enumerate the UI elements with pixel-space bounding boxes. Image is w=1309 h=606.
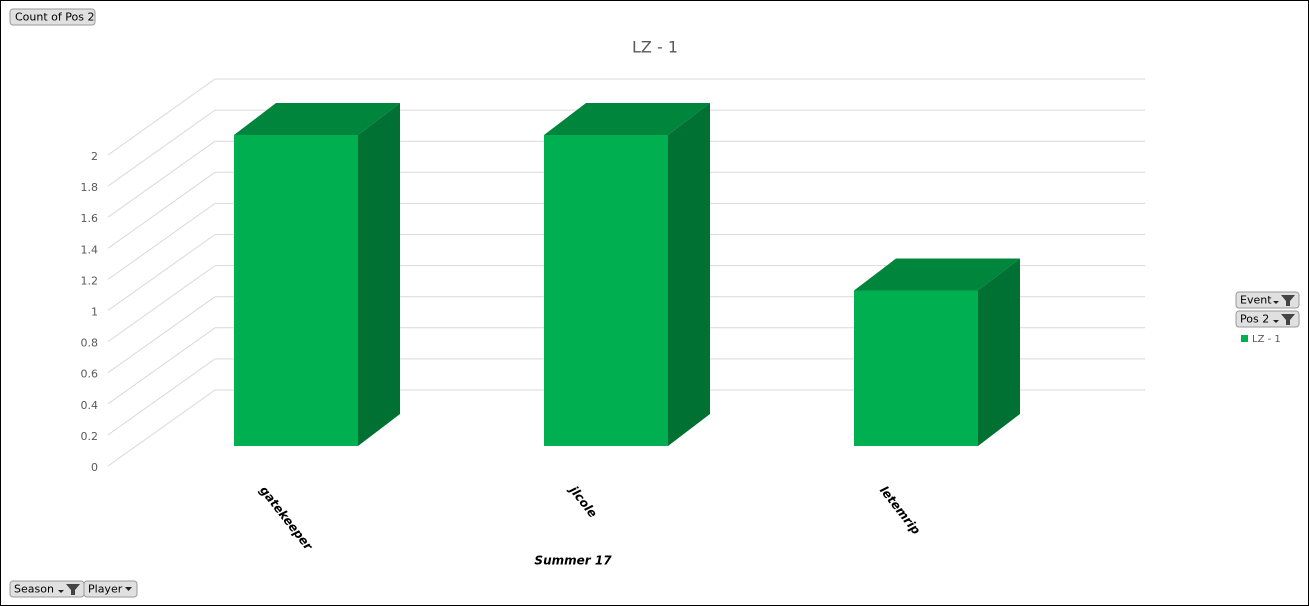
field-button[interactable]: Player	[83, 580, 138, 598]
legend-swatch	[1241, 335, 1248, 342]
legend-label: LZ - 1	[1252, 334, 1281, 345]
bar-side	[358, 103, 400, 446]
field-button-box[interactable]	[83, 580, 138, 598]
bar-top	[854, 258, 1020, 291]
field-button-label[interactable]: Pos 2	[1240, 313, 1269, 326]
y-tick-label: 2	[91, 150, 98, 163]
y-tick-label: 1.2	[81, 274, 99, 287]
side-grid-line	[107, 78, 216, 156]
bar	[234, 103, 400, 446]
field-button-label[interactable]: Player	[88, 583, 123, 596]
bar-side	[668, 103, 710, 446]
field-button[interactable]: Season	[9, 580, 85, 598]
side-grid-line	[107, 109, 216, 187]
bar-top	[544, 103, 710, 135]
y-tick-label: 0.4	[81, 399, 99, 412]
dropdown-icon[interactable]	[125, 587, 132, 591]
dropdown-icon[interactable]	[1273, 301, 1279, 304]
side-grid-line	[107, 265, 216, 343]
side-grid-line	[107, 327, 216, 405]
x-group-label: Summer 17	[534, 554, 612, 568]
side-grid-line	[107, 358, 216, 436]
dropdown-icon[interactable]	[58, 590, 64, 593]
bar-front	[854, 290, 978, 446]
side-grid-line	[107, 389, 216, 467]
bar	[544, 103, 710, 446]
y-tick-label: 0	[91, 461, 98, 474]
bar-side	[978, 258, 1020, 446]
y-tick-label: 0.6	[81, 368, 99, 381]
y-tick-label: 0.8	[81, 337, 99, 350]
field-button[interactable]: Event	[1235, 291, 1300, 309]
field-button[interactable]: Pos 2	[1235, 310, 1300, 328]
filter-icon[interactable]	[1281, 295, 1295, 306]
side-grid-line	[107, 171, 216, 249]
side-grid-line	[107, 202, 216, 280]
y-tick-label: 1.4	[81, 243, 99, 256]
value-field-button[interactable]: Count of Pos 2	[9, 8, 96, 26]
y-tick-label: 1.6	[81, 212, 99, 225]
y-tick-label: 0.2	[81, 430, 99, 443]
field-button-label[interactable]: Count of Pos 2	[15, 11, 94, 24]
side-grid-line	[107, 140, 216, 218]
chart-title: LZ - 1	[632, 38, 678, 57]
field-button-label[interactable]: Season	[14, 583, 54, 596]
field-button-box[interactable]	[9, 8, 96, 26]
side-grid-line	[107, 234, 216, 311]
bar	[854, 258, 1020, 446]
bar-front	[544, 135, 668, 446]
filter-icon[interactable]	[1281, 314, 1295, 325]
dropdown-icon[interactable]	[1273, 320, 1279, 323]
field-button-label[interactable]: Event	[1240, 294, 1272, 307]
y-tick-label: 1	[91, 306, 98, 319]
bar-top	[234, 103, 400, 135]
y-tick-label: 1.8	[81, 181, 99, 194]
filter-icon[interactable]	[66, 584, 80, 595]
side-grid-line	[107, 296, 216, 374]
bar-front	[234, 135, 358, 446]
